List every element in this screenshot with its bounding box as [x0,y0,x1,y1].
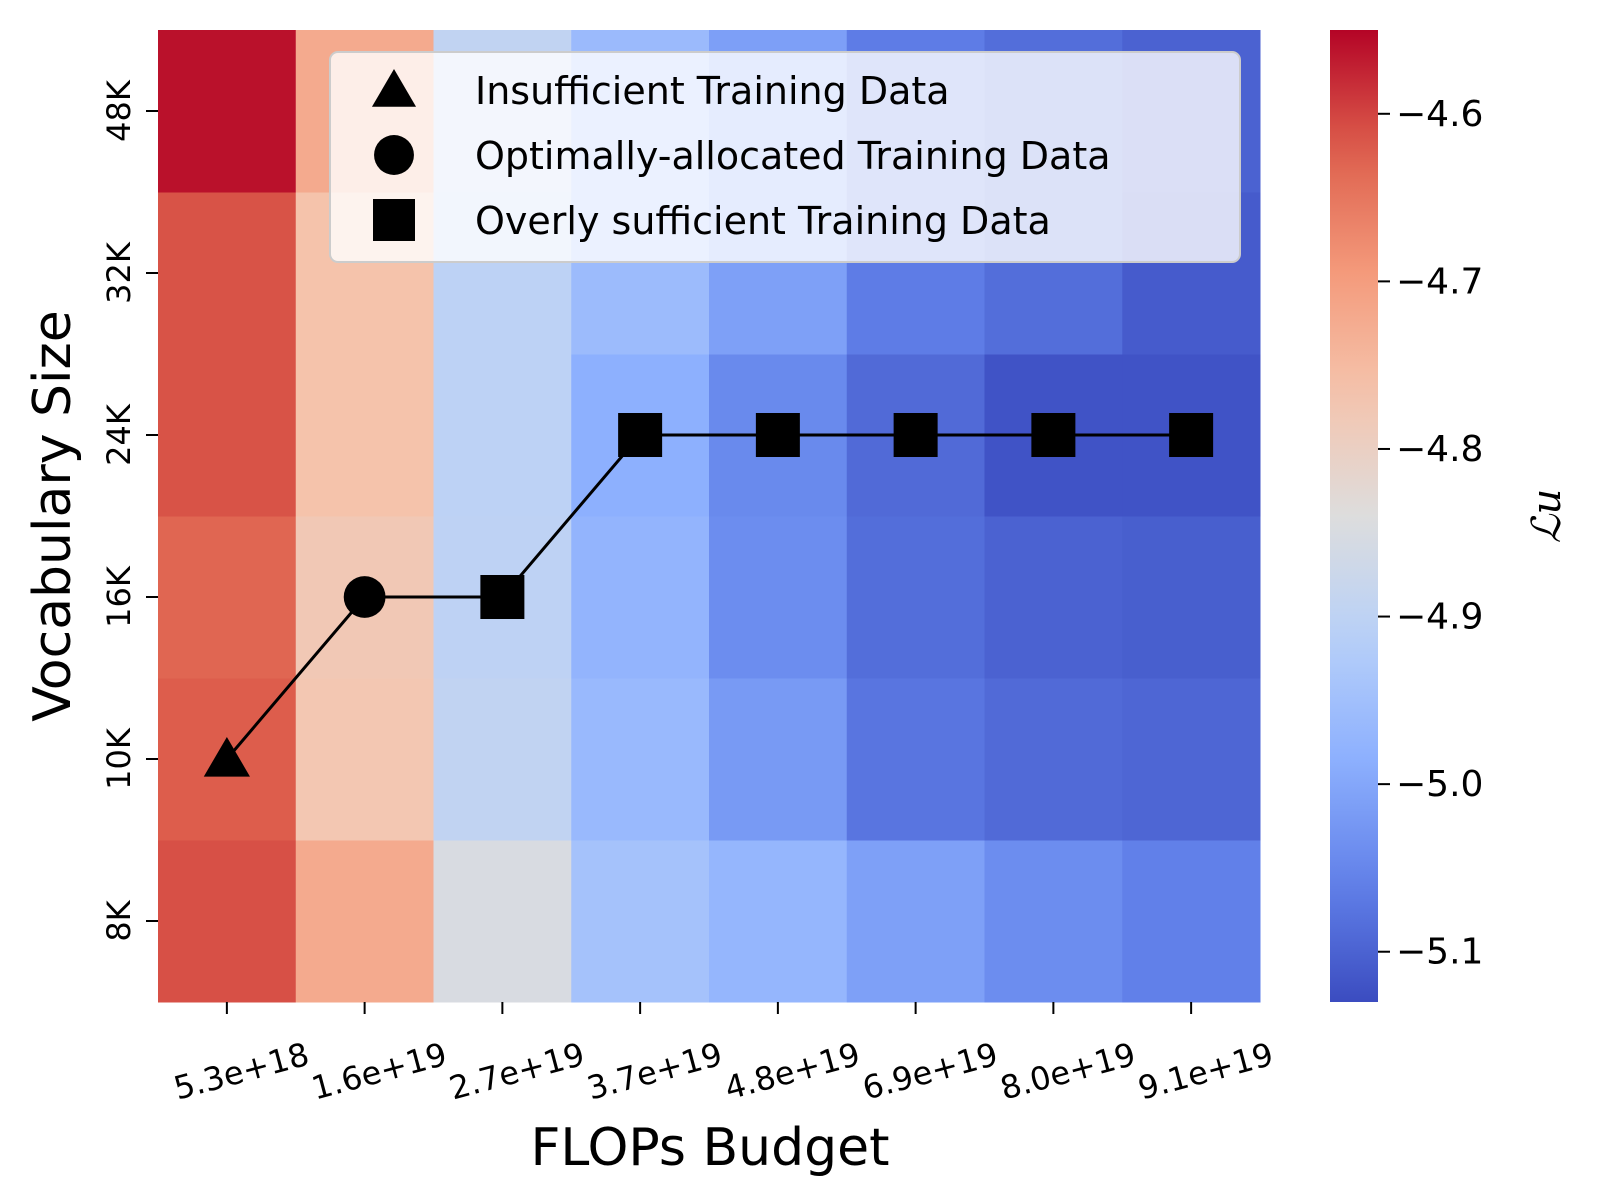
y-tick-label: 16K [100,565,138,628]
series-marker-square [1169,413,1213,457]
legend-label: Optimally-allocated Training Data [475,134,1111,178]
x-tick-label: 6.9e+19 [858,1035,1001,1107]
heatmap-cell [571,840,709,1003]
heatmap-cell [158,516,296,679]
y-axis-ticks: 8K 10K 16K 24K 32K 48K [100,79,158,942]
colorbar-tick-label: −4.8 [1396,429,1483,470]
heatmap-cell [847,516,985,679]
x-axis-ticks: 5.3e+181.6e+192.7e+193.7e+194.8e+196.9e+… [170,1002,1277,1107]
heatmap-cell [1122,516,1260,679]
heatmap-cell [985,516,1123,679]
x-axis-title: FLOPs Budget [530,1118,889,1178]
colorbar-ticks: −4.6 −4.7 −4.8 −4.9 −5.0 −5.1 [1378,94,1483,973]
x-tick-label: 8.0e+19 [996,1035,1139,1107]
series-marker-square [618,413,662,457]
x-tick-label: 3.7e+19 [583,1035,726,1107]
legend-marker-square [373,199,415,241]
x-tick-label: 5.3e+18 [170,1035,313,1107]
y-tick-label: 32K [100,241,138,304]
y-tick-label: 10K [100,727,138,790]
heatmap-cell [158,840,296,1003]
y-axis-title: Vocabulary Size [23,310,83,722]
heatmap-cell [1122,840,1260,1003]
x-tick-label: 9.1e+19 [1134,1035,1277,1107]
x-tick-label: 4.8e+19 [721,1035,864,1107]
heatmap-cell [709,516,847,679]
series-marker-square [894,413,938,457]
colorbar-label: ℒu [1524,489,1570,544]
legend-label: Overly sufficient Training Data [475,199,1051,243]
series-marker-square [756,413,800,457]
legend-marker-circle [374,135,414,175]
colorbar-tick-label: −4.6 [1396,94,1483,135]
heatmap-cell [847,678,985,841]
x-tick-label: 1.6e+19 [307,1035,450,1107]
legend: Insufficient Training Data Optimally-allo… [330,52,1240,262]
heatmap-cell [434,354,572,517]
heatmap-cell [571,516,709,679]
series-marker-circle [344,576,386,618]
colorbar-tick-label: −5.1 [1396,932,1483,973]
heatmap-cell [434,840,572,1003]
x-tick-label: 2.7e+19 [445,1035,588,1107]
colorbar-tick-label: −4.9 [1396,597,1483,638]
series-marker-square [1031,413,1075,457]
heatmap-cell [709,678,847,841]
colorbar-tick-label: −4.7 [1396,261,1483,302]
heatmap-cell [985,840,1123,1003]
heatmap-cell [709,840,847,1003]
heatmap-cell [571,678,709,841]
y-tick-label: 24K [100,403,138,466]
heatmap-cell [158,30,296,193]
legend-label: Insufficient Training Data [475,69,950,113]
series-marker-square [480,575,524,619]
y-tick-label: 8K [100,899,138,941]
heatmap-cell [847,840,985,1003]
heatmap-cell [296,678,434,841]
heatmap-cell [985,678,1123,841]
heatmap-cell [158,354,296,517]
colorbar-gradient [1330,30,1378,1002]
heatmap-cell [434,678,572,841]
heatmap-cell [1122,678,1260,841]
heatmap-cell [296,354,434,517]
colorbar: −4.6 −4.7 −4.8 −4.9 −5.0 −5.1 ℒu [1330,30,1570,1002]
heatmap-cell [296,840,434,1003]
colorbar-tick-label: −5.0 [1396,764,1483,805]
y-tick-label: 48K [100,79,138,142]
heatmap-cell [158,192,296,355]
